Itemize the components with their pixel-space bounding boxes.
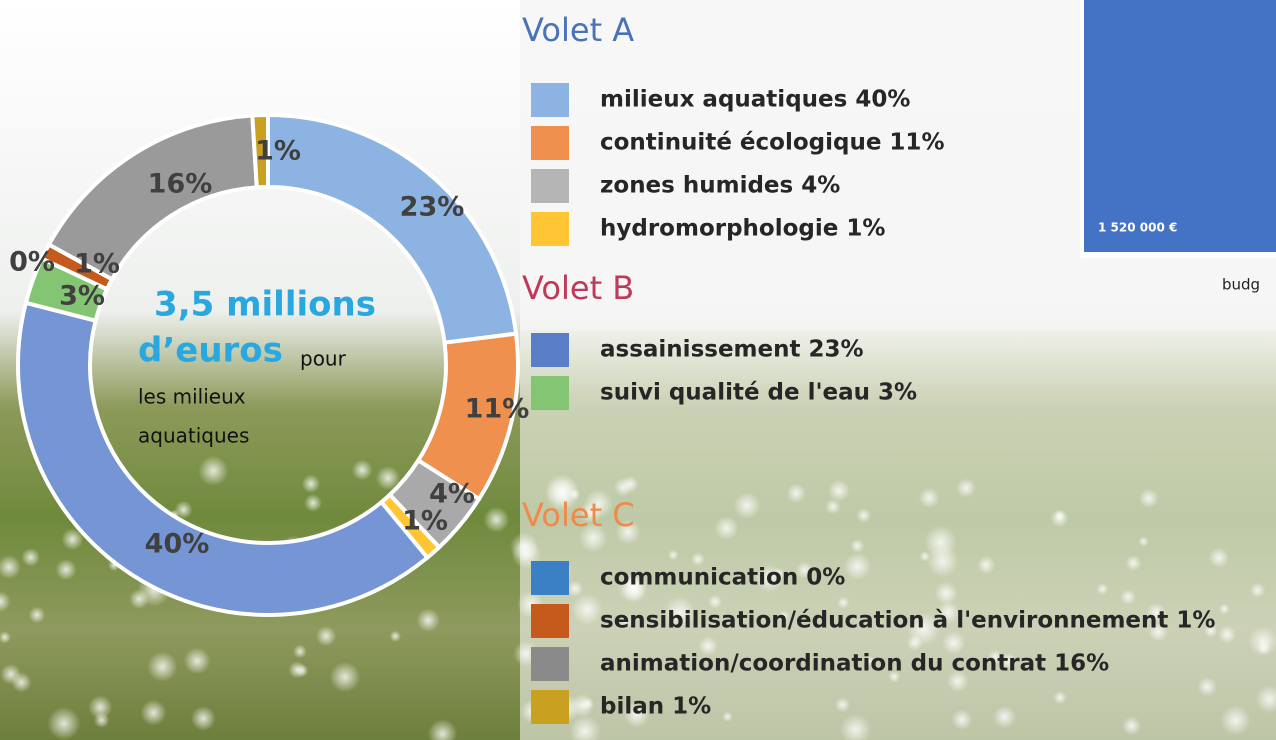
flower	[304, 494, 322, 512]
flower	[47, 706, 81, 740]
flower	[93, 712, 110, 728]
legend-item: communication 0%	[600, 565, 845, 591]
flower	[11, 672, 32, 693]
center-text: les milieux	[138, 385, 246, 409]
flower	[293, 644, 307, 659]
flower	[427, 719, 458, 740]
legend-item: bilan 1%	[600, 694, 711, 720]
data-label: 4%	[429, 479, 475, 510]
flower	[0, 591, 11, 613]
flower	[183, 647, 211, 675]
flower	[147, 651, 178, 682]
donut-slice	[16, 300, 431, 617]
flower	[301, 474, 321, 493]
donut-slice	[250, 112, 270, 190]
flower	[88, 695, 113, 720]
legend-item: milieux aquatiques 40%	[600, 87, 910, 113]
flower	[0, 631, 11, 644]
data-label: 1%	[402, 506, 448, 537]
flower	[375, 465, 401, 491]
group-title: Volet A	[522, 11, 634, 49]
data-label: 3%	[59, 281, 105, 312]
flower	[483, 506, 510, 533]
flower	[129, 589, 150, 610]
center-title: 3,5 millions	[154, 285, 376, 325]
legend-item: hydromorphologie 1%	[600, 216, 885, 242]
data-label: 40%	[145, 529, 210, 560]
donut: 23%11%4%1%40%3%0% 1%16%1%	[9, 112, 530, 617]
flower	[61, 528, 84, 551]
data-label: 1%	[74, 249, 120, 280]
legend-item: animation/coordination du contrat 16%	[600, 651, 1109, 677]
data-label: 1%	[255, 136, 301, 167]
inset-bar-label: 1 520 000 €	[1098, 221, 1177, 235]
legend-swatch	[531, 376, 569, 410]
flower	[329, 661, 361, 693]
legend-swatch	[531, 169, 569, 203]
flower	[288, 661, 306, 679]
group-title: Volet C	[522, 496, 635, 534]
legend-item: continuité écologique 11%	[600, 130, 944, 156]
legend-item: assainissement 23%	[600, 337, 864, 363]
data-label: 16%	[148, 169, 213, 200]
flower	[389, 630, 402, 642]
data-label: 0%	[9, 247, 55, 278]
flower	[315, 625, 337, 647]
center-title: d’euros	[138, 331, 283, 371]
legend-swatch	[531, 83, 569, 117]
flower	[55, 559, 77, 581]
flower	[190, 706, 216, 731]
flower	[416, 608, 441, 633]
flower	[28, 606, 46, 624]
legend: Volet A milieux aquatiques 40% continuité …	[522, 11, 1215, 724]
center-text: pour	[300, 347, 347, 371]
legend-swatch	[531, 333, 569, 367]
flower	[174, 500, 193, 519]
data-label: 11%	[465, 394, 530, 425]
legend-swatch	[531, 647, 569, 681]
legend-item: zones humides 4%	[600, 173, 840, 199]
data-label: 23%	[400, 192, 465, 223]
flower	[21, 548, 41, 567]
legend-swatch	[531, 561, 569, 595]
flower	[0, 555, 21, 580]
legend-swatch	[531, 604, 569, 638]
inset-bar	[1084, 0, 1276, 252]
group-title: Volet B	[522, 269, 634, 307]
flower	[140, 699, 167, 726]
flower	[198, 455, 229, 486]
inset-axis-label: budg	[1222, 276, 1260, 294]
legend-swatch	[531, 212, 569, 246]
legend-swatch	[531, 690, 569, 724]
legend-item: sensibilisation/éducation à l'environnem…	[600, 608, 1215, 634]
legend-item: suivi qualité de l'eau 3%	[600, 380, 917, 406]
center-text: aquatiques	[138, 424, 249, 448]
flower	[351, 459, 373, 481]
legend-swatch	[531, 126, 569, 160]
